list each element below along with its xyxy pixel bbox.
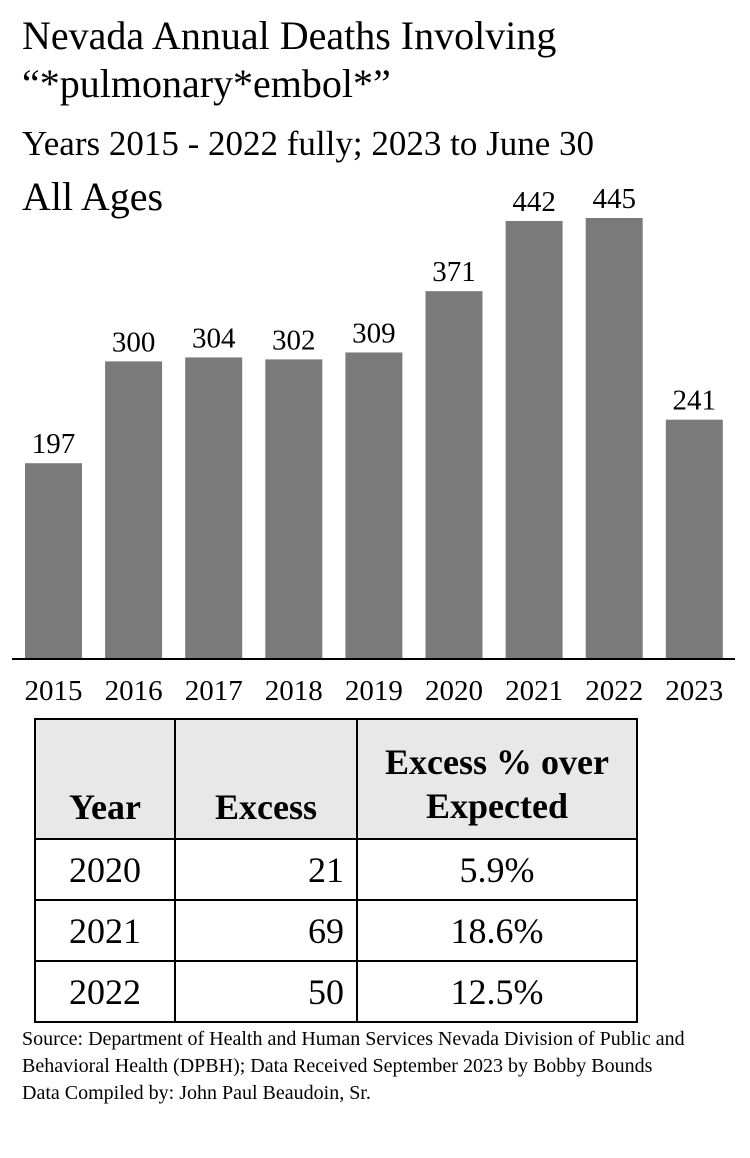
- bar-2017: [185, 357, 243, 658]
- excess-table: Year Excess Excess % over Expected 2020 …: [34, 718, 638, 1023]
- chart-subtitle: Years 2015 - 2022 fully; 2023 to June 30: [22, 124, 594, 163]
- x-tick-label-2020: 2020: [425, 675, 483, 707]
- cell-year: 2020: [34, 838, 176, 901]
- data-label-2016: 300: [112, 326, 156, 358]
- bar-2018: [265, 359, 323, 658]
- bar-2021: [505, 220, 563, 658]
- table-header-row: Year Excess Excess % over Expected: [34, 718, 638, 840]
- x-tick-label-2021: 2021: [505, 675, 563, 707]
- bar-2022: [585, 218, 643, 658]
- chart-title-line2: “*pulmonary*embol*”: [22, 61, 391, 106]
- bar-chart: 197 2015 300 2016 304 2017 302 2018 309 2019 371 20…: [12, 183, 735, 707]
- bar-2020: [425, 291, 483, 658]
- table-row: 2022 50 12.5%: [34, 960, 638, 1023]
- x-tick-label-2017: 2017: [185, 675, 243, 707]
- x-tick-label-2016: 2016: [105, 675, 163, 707]
- x-tick-label-2015: 2015: [25, 675, 83, 707]
- cell-excess: 69: [174, 899, 358, 962]
- x-tick-label-2022: 2022: [585, 675, 643, 707]
- data-label-2015: 197: [32, 428, 76, 460]
- compiled-by-text: Data Compiled by: John Paul Beaudoin, Sr…: [22, 1082, 371, 1104]
- cell-year: 2022: [34, 960, 176, 1023]
- x-tick-label-2018: 2018: [265, 675, 323, 707]
- source-note: Source: Department of Health and Human S…: [22, 1026, 737, 1107]
- header-excess: Excess: [174, 718, 358, 840]
- bar-2019: [345, 352, 403, 658]
- header-year: Year: [34, 718, 176, 840]
- bar-2016: [105, 361, 163, 658]
- x-tick-label-2023: 2023: [665, 675, 723, 707]
- x-tick-label-2019: 2019: [345, 675, 403, 707]
- chart-title: Nevada Annual Deaths Involving: [22, 13, 557, 58]
- header-excess-percent: Excess % over Expected: [356, 718, 638, 840]
- age-group-label: All Ages: [22, 174, 164, 219]
- cell-excess: 21: [174, 838, 358, 901]
- cell-excess-percent: 12.5%: [356, 960, 638, 1023]
- table-row: 2020 21 5.9%: [34, 838, 638, 901]
- cell-excess-percent: 18.6%: [356, 899, 638, 962]
- data-label-2023: 241: [673, 385, 717, 417]
- bar-2015: [25, 463, 82, 658]
- table-row: 2021 69 18.6%: [34, 899, 638, 962]
- data-label-2019: 309: [352, 317, 396, 349]
- data-label-2022: 445: [592, 183, 636, 215]
- cell-excess-percent: 5.9%: [356, 838, 638, 901]
- data-label-2021: 442: [512, 186, 556, 218]
- data-label-2020: 371: [432, 256, 476, 288]
- bar-2023: [665, 419, 723, 658]
- cell-excess: 50: [174, 960, 358, 1023]
- cell-year: 2021: [34, 899, 176, 962]
- data-label-2018: 302: [272, 324, 316, 356]
- source-text: Source: Department of Health and Human S…: [22, 1028, 685, 1077]
- data-label-2017: 304: [192, 322, 236, 354]
